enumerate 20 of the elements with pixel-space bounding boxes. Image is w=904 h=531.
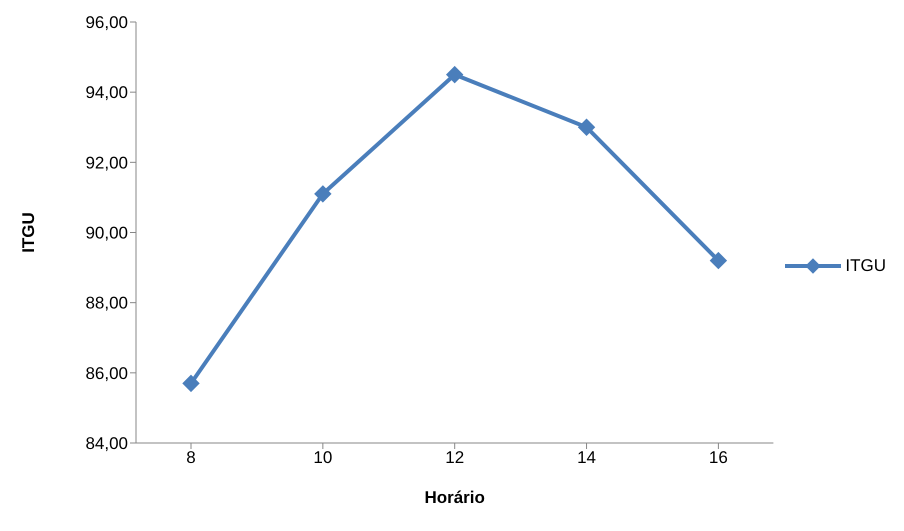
- point: [710, 252, 727, 270]
- x-axis-title: Horário: [424, 488, 485, 507]
- y-tick-label: 84,00: [85, 434, 128, 454]
- x-tick-label: 16: [708, 448, 728, 468]
- x-tick-label: 12: [445, 448, 464, 468]
- y-tick-label: 90,00: [85, 224, 128, 243]
- y-axis-title: ITGU: [19, 212, 38, 253]
- y-tick-label: 92,00: [85, 153, 128, 172]
- point: [578, 118, 596, 136]
- x-tick-label: 14: [577, 448, 596, 468]
- y-tick-label: 94,00: [85, 83, 128, 102]
- x-tick-label: 10: [313, 448, 332, 468]
- x-tick-label: 8: [186, 448, 196, 468]
- point: [446, 66, 464, 84]
- point: [182, 374, 200, 392]
- y-tick-label: 96,00: [85, 13, 128, 32]
- legend-label: ITGU: [845, 256, 886, 276]
- y-tick-label: 86,00: [85, 364, 128, 383]
- point: [314, 185, 332, 202]
- y-tick-label: 88,00: [85, 294, 128, 313]
